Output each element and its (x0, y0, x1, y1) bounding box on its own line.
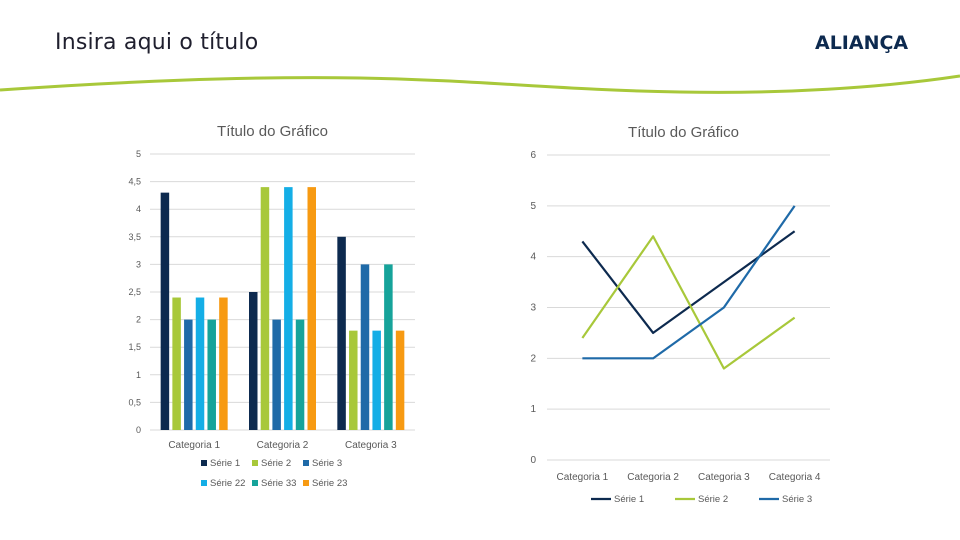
bar-legend-label: Série 3 (312, 458, 342, 469)
bar-5-cat-3 (384, 264, 393, 430)
line-y-tick-label: 0 (530, 455, 536, 466)
bar-y-tick-label: 3 (136, 259, 141, 269)
bar-y-tick-label: 3,5 (128, 232, 141, 242)
bar-1-cat-3 (337, 236, 346, 430)
line-x-category-label: Categoria 4 (769, 472, 821, 483)
bar-3-cat-3 (360, 264, 370, 430)
bar-y-tick-label: 1 (136, 370, 141, 380)
line-series-3 (582, 205, 796, 360)
bar-3-cat-1 (184, 319, 193, 430)
line-legend-label: Série 3 (782, 494, 812, 505)
bar-4-cat-3 (372, 330, 381, 430)
bar-4-cat-2 (284, 187, 293, 430)
bar-chart-title: Título do Gráfico (217, 123, 328, 140)
bar-legend-swatch (303, 460, 309, 466)
green-wave-divider (0, 74, 960, 94)
bar-2-cat-3 (349, 330, 358, 430)
bar-legend-label: Série 2 (261, 458, 291, 469)
alianca-logo: ALIANÇA (815, 32, 908, 54)
line-x-category-label: Categoria 1 (557, 472, 609, 483)
bar-y-tick-label: 5 (136, 149, 141, 159)
bar-1-cat-2 (249, 292, 258, 430)
line-series-2 (581, 235, 796, 370)
line-chart-title: Título do Gráfico (628, 124, 739, 141)
bar-x-category-label: Categoria 2 (257, 440, 309, 451)
bar-y-tick-label: 1,5 (128, 342, 141, 352)
line-y-tick-label: 5 (530, 201, 536, 212)
slide-title: Insira aqui o título (55, 30, 259, 55)
line-series-1 (581, 230, 796, 335)
bar-y-tick-label: 4,5 (128, 177, 141, 187)
bar-legend-swatch (303, 480, 309, 486)
bar-y-tick-label: 2,5 (128, 287, 141, 297)
bar-y-tick-label: 4 (136, 204, 141, 214)
bar-5-cat-1 (207, 319, 216, 430)
bar-y-tick-label: 0,5 (128, 397, 141, 407)
bar-y-tick-label: 0 (136, 425, 141, 435)
line-y-tick-label: 2 (530, 353, 536, 364)
line-x-category-label: Categoria 2 (627, 472, 679, 483)
line-legend-label: Série 1 (614, 494, 644, 505)
bar-legend-label: Série 1 (210, 458, 240, 469)
bar-1-cat-1 (160, 192, 170, 430)
line-y-tick-label: 6 (530, 150, 536, 161)
bar-4-cat-1 (195, 297, 205, 430)
line-legend-label: Série 2 (698, 494, 728, 505)
bar-legend-label: Série 22 (210, 478, 245, 489)
bar-x-category-label: Categoria 1 (168, 440, 220, 451)
line-y-tick-label: 3 (530, 303, 536, 314)
bar-legend-label: Série 33 (261, 478, 296, 489)
bar-y-tick-label: 2 (136, 315, 141, 325)
bar-2-cat-2 (260, 187, 270, 430)
bar-chart: Título do Gráfico 0 0,5 1 1,5 2 2,5 3 3,5 4 4,5 5 Ca… (128, 123, 415, 489)
line-y-tick-label: 4 (530, 252, 536, 263)
bar-legend-swatch (252, 480, 258, 486)
line-y-tick-label: 1 (530, 404, 536, 415)
bar-3-cat-2 (272, 319, 281, 430)
bar-6-cat-3 (395, 330, 405, 430)
bar-5-cat-2 (295, 319, 305, 430)
bar-legend-swatch (252, 460, 258, 466)
bar-6-cat-2 (307, 187, 316, 430)
bar-legend-label: Série 23 (312, 478, 347, 489)
bar-legend-swatch (201, 460, 207, 466)
line-chart: Título do Gráfico 0 1 2 3 4 5 6 Categoria 1 Categ… (530, 124, 830, 505)
logo-text: ALIANÇA (815, 32, 908, 54)
bar-legend-swatch (201, 480, 207, 486)
bar-2-cat-1 (172, 297, 181, 430)
line-x-category-label: Categoria 3 (698, 472, 750, 483)
bar-6-cat-1 (219, 297, 228, 430)
bar-x-category-label: Categoria 3 (345, 440, 397, 451)
